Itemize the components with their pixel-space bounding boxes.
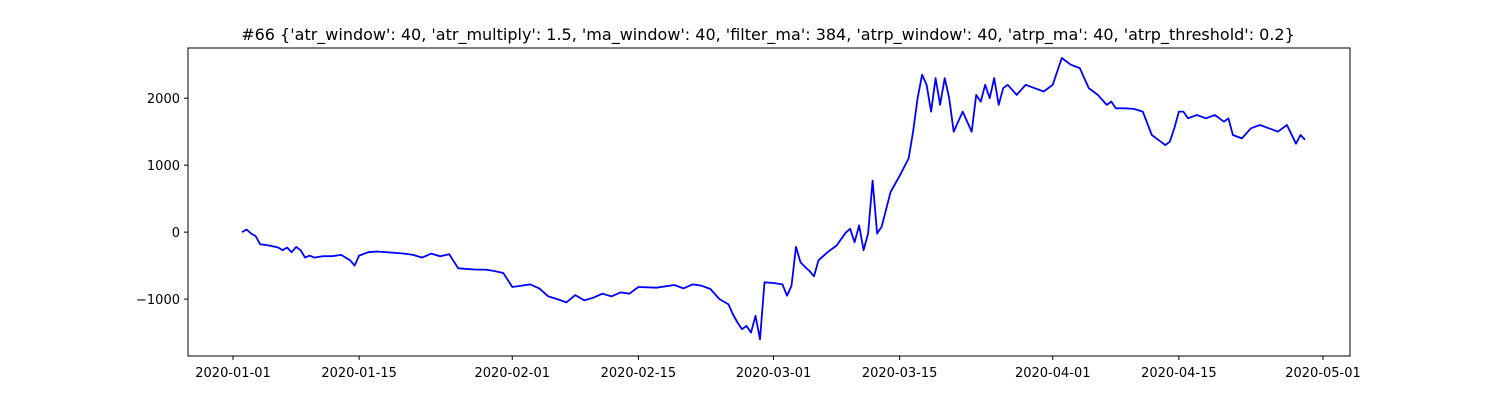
y-tick-label: 2000 — [147, 92, 180, 107]
y-axis: −1000 0 1000 2000 — [136, 92, 188, 308]
y-tick-label: −1000 — [136, 293, 180, 308]
chart-title: #66 {'atr_window': 40, 'atr_multiply': 1… — [241, 25, 1295, 45]
y-tick-label: 1000 — [147, 159, 180, 174]
x-tick-label: 2020-02-15 — [601, 366, 677, 381]
x-tick-label: 2020-03-15 — [862, 366, 938, 381]
x-tick-label: 2020-05-01 — [1285, 366, 1361, 381]
series-line-equity — [241, 57, 1306, 341]
x-tick-label: 2020-02-01 — [474, 366, 550, 381]
x-tick-label: 2020-04-01 — [1015, 366, 1091, 381]
x-tick-label: 2020-01-15 — [321, 366, 397, 381]
x-tick-label: 2020-01-01 — [195, 366, 271, 381]
series-layer — [241, 57, 1306, 341]
plot-frame — [187, 47, 1351, 357]
x-tick-label: 2020-03-01 — [736, 366, 812, 381]
x-axis: 2020-01-01 2020-01-15 2020-02-01 2020-02-15… — [195, 356, 1361, 381]
y-tick-label: 0 — [172, 226, 180, 241]
x-tick-label: 2020-04-15 — [1141, 366, 1217, 381]
